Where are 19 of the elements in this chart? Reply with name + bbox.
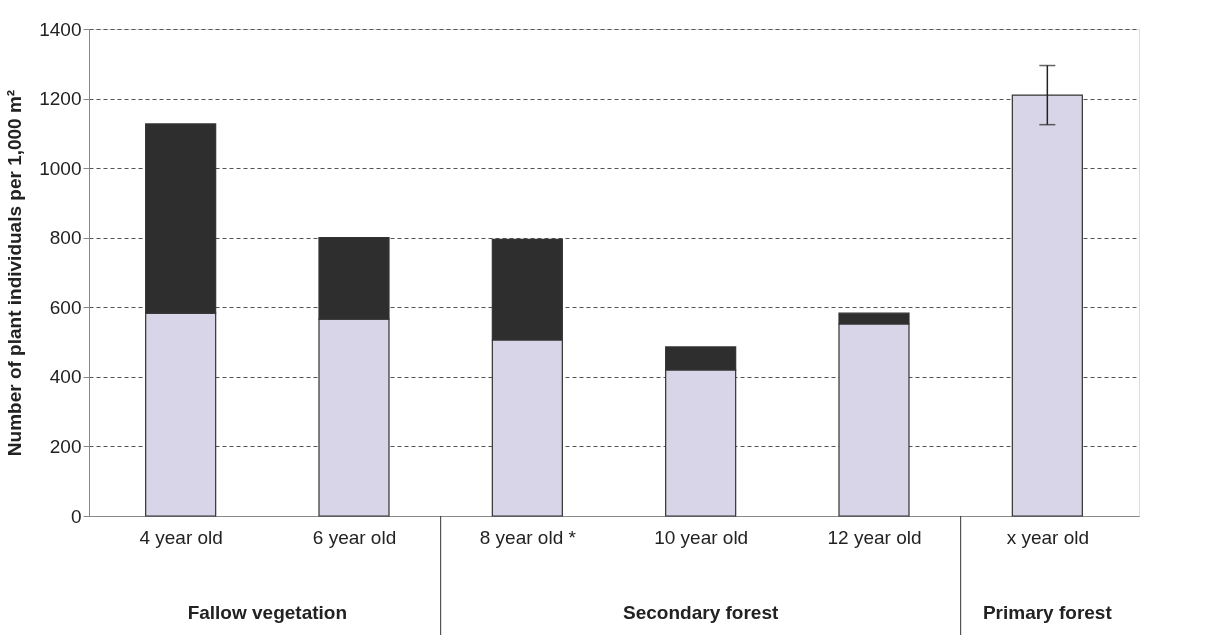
x-tick-label: 12 year old bbox=[827, 526, 922, 548]
y-tick-label: 1400 bbox=[39, 18, 82, 40]
text: Secondary forest bbox=[623, 602, 779, 623]
x-tick-label: 6 year old bbox=[312, 526, 397, 548]
x-tick-label: 4 year old bbox=[139, 526, 223, 548]
x-tick-label: x year old bbox=[1006, 526, 1090, 548]
text: Primary forest bbox=[982, 602, 1113, 623]
x-tick-label: 10 year old bbox=[654, 526, 749, 548]
y-axis-title: Number of plant individuals per 1,000 m² bbox=[4, 89, 26, 457]
y-tick-label: 600 bbox=[49, 296, 82, 318]
y-tick-label: 800 bbox=[49, 227, 82, 249]
y-tick-label: 1200 bbox=[39, 88, 82, 110]
y-tick-label: 200 bbox=[49, 435, 82, 457]
y-tick-label: 0 bbox=[70, 505, 82, 527]
x-tick-label: 8 year old * bbox=[479, 526, 577, 548]
y-tick-label: 400 bbox=[49, 366, 82, 388]
text: Fallow vegetation bbox=[187, 602, 348, 623]
bar bbox=[1011, 94, 1083, 517]
y-tick-label: 1000 bbox=[39, 157, 82, 179]
